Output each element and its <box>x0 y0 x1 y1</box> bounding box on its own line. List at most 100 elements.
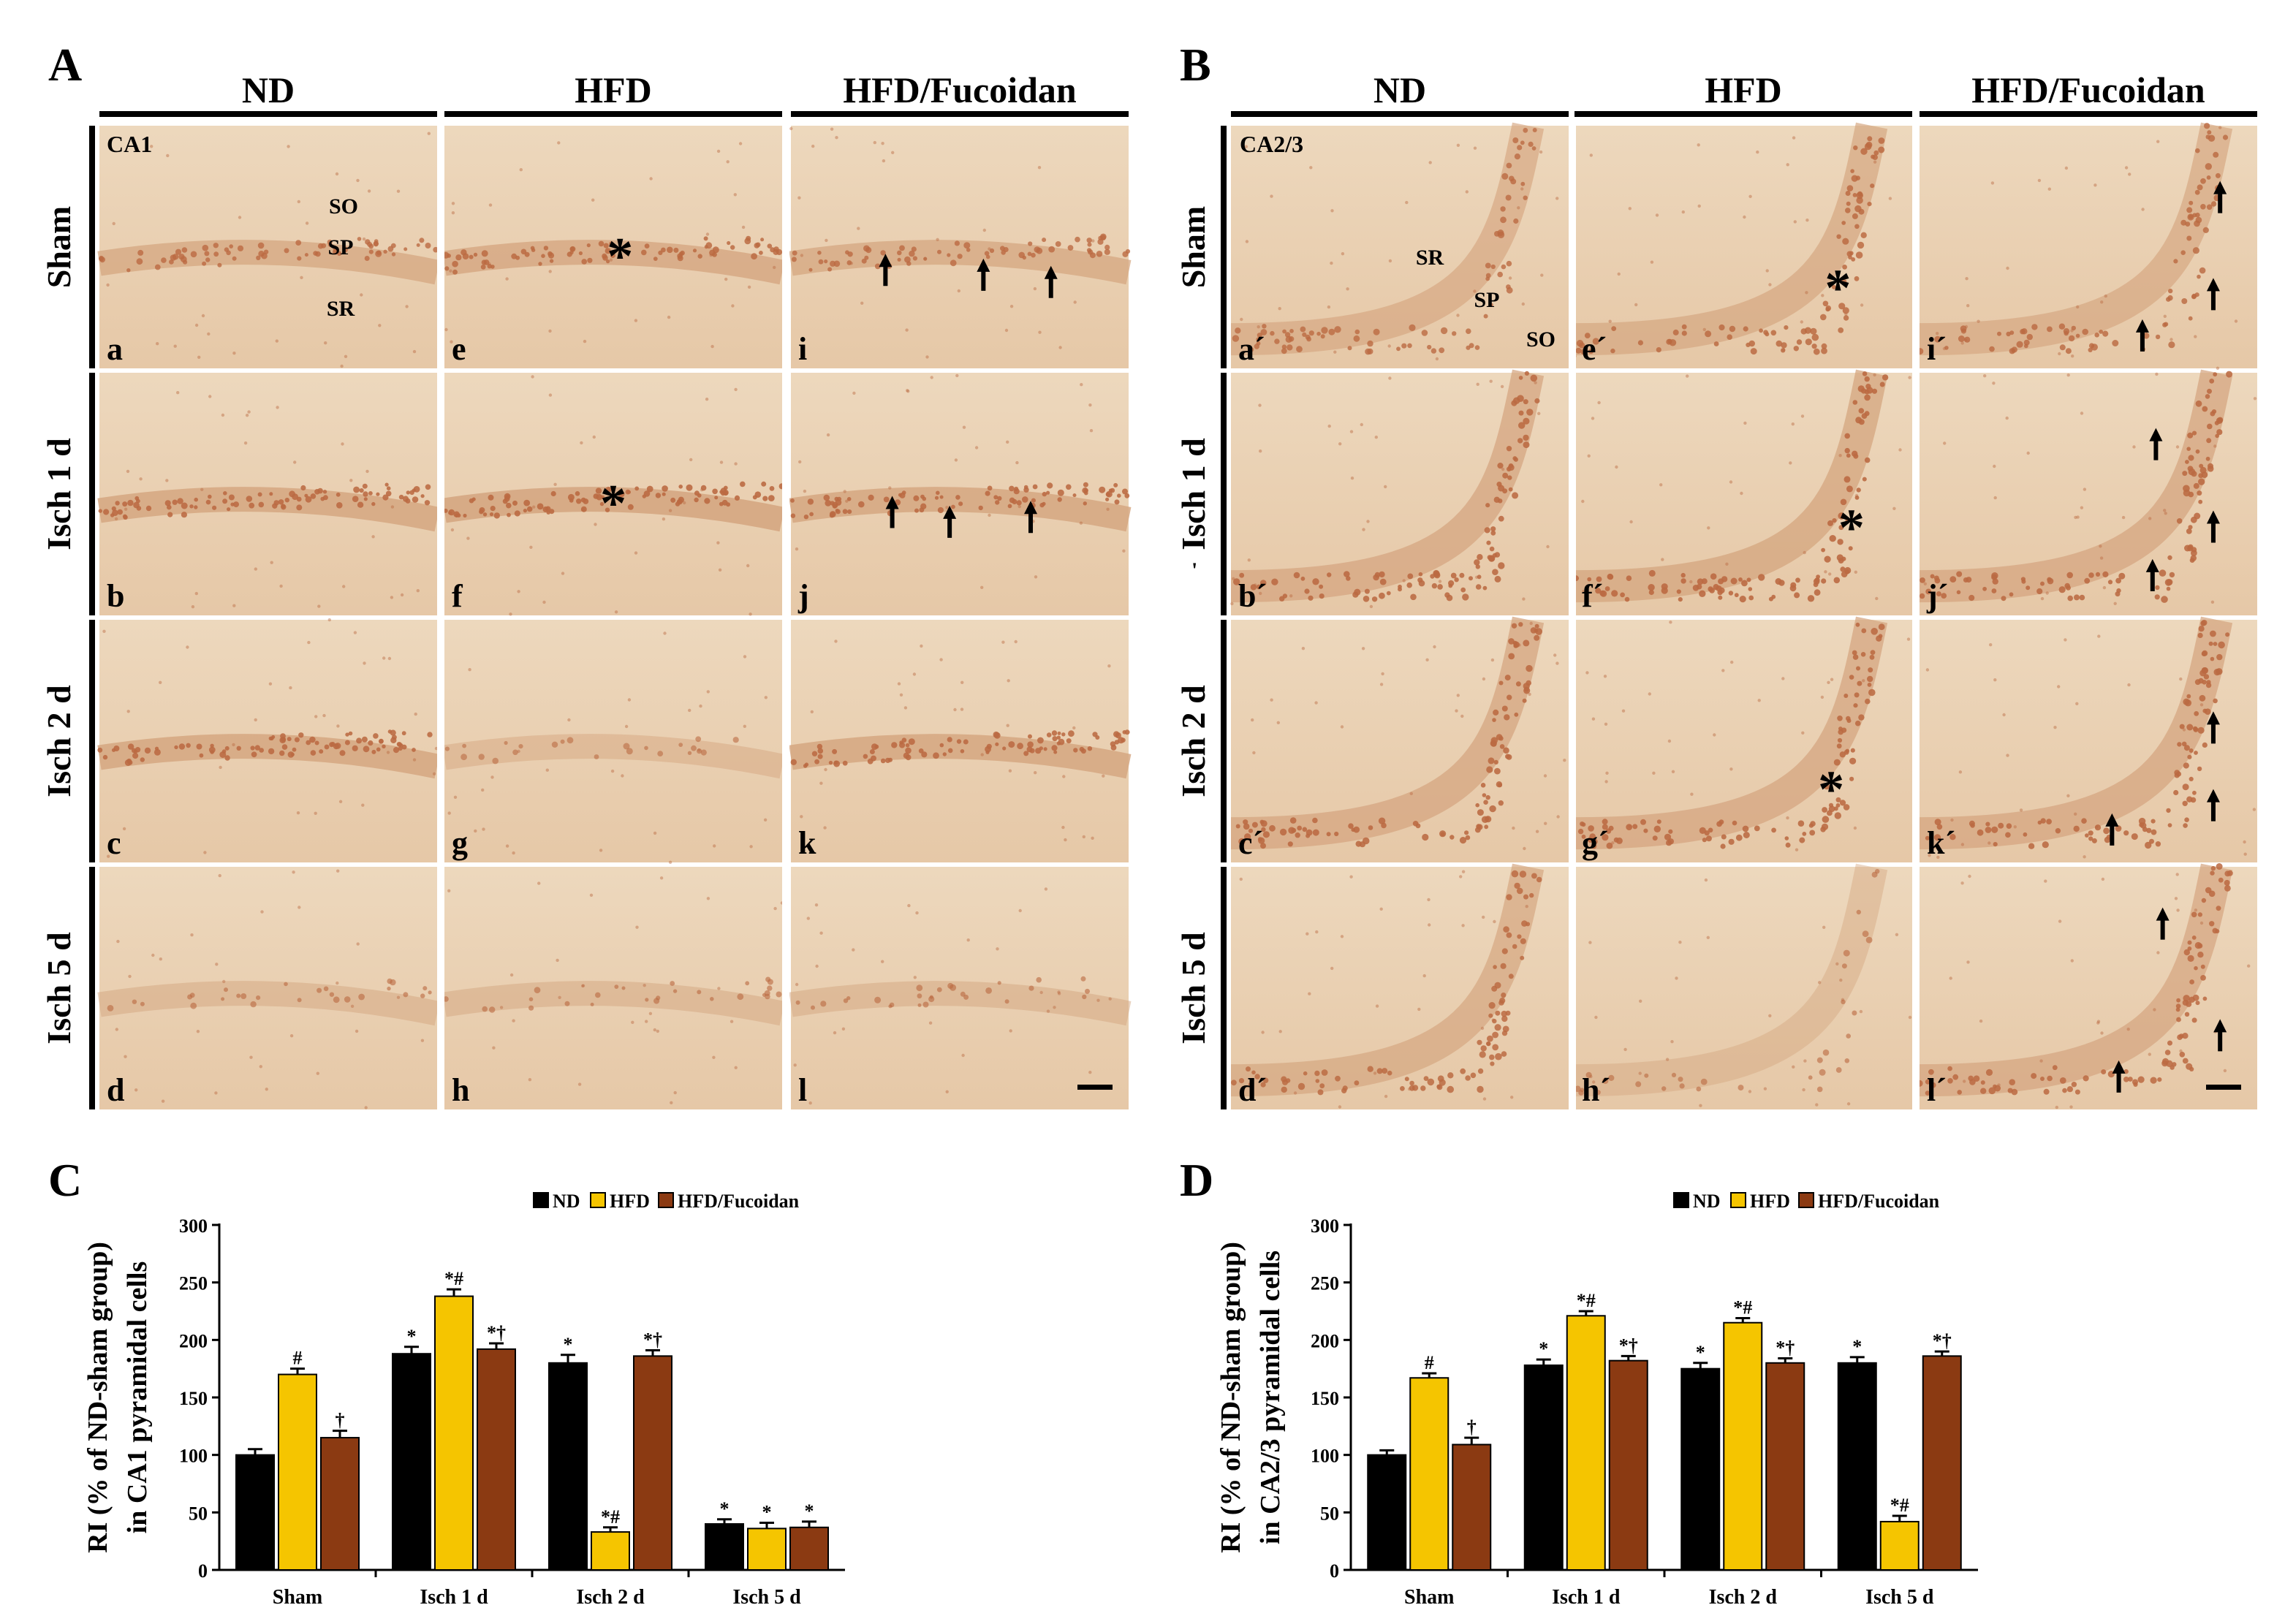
cell-nucleus <box>1262 1077 1269 1083</box>
cell-nucleus <box>451 211 455 215</box>
cell-nucleus <box>1088 403 1092 407</box>
cell-nucleus <box>2037 178 2042 183</box>
cell-nucleus <box>1361 647 1365 650</box>
cell-nucleus <box>1637 340 1643 346</box>
cell-nucleus <box>954 240 960 246</box>
bar-HFD <box>1723 1321 1763 1571</box>
cell-nucleus <box>140 1001 145 1006</box>
cell-nucleus <box>1846 718 1852 724</box>
cell-nucleus <box>199 753 204 758</box>
cell-nucleus <box>2179 1049 2183 1053</box>
cell-nucleus <box>1838 303 1846 310</box>
cell-nucleus <box>569 246 575 252</box>
cell-nucleus <box>1006 724 1009 727</box>
cell-nucleus <box>2001 596 2007 602</box>
cell-nucleus <box>1289 817 1297 824</box>
cell-nucleus <box>297 200 300 204</box>
cell-nucleus <box>1811 344 1817 349</box>
cell-nucleus <box>2155 585 2160 591</box>
cell-nucleus <box>224 247 230 252</box>
cell-nucleus <box>2175 445 2180 449</box>
cell-nucleus <box>170 254 177 261</box>
cell-nucleus <box>390 505 395 509</box>
cell-nucleus <box>1482 1097 1487 1101</box>
column-header: HFD <box>575 69 652 110</box>
legend-swatch <box>1730 1192 1746 1208</box>
cell-nucleus <box>1023 751 1029 756</box>
cell-nucleus <box>1661 583 1668 591</box>
cell-nucleus <box>2052 1065 2058 1071</box>
cell-nucleus <box>913 495 920 501</box>
cell-nucleus <box>905 747 912 754</box>
cell-nucleus <box>194 323 199 327</box>
cell-nucleus <box>1493 767 1501 775</box>
cell-nucleus <box>1447 1085 1454 1093</box>
cell-nucleus <box>1407 343 1412 349</box>
cell-nucleus <box>1854 496 1860 500</box>
cell-nucleus <box>643 984 646 987</box>
cell-nucleus <box>814 903 819 907</box>
cell-nucleus <box>422 986 428 991</box>
cell-nucleus <box>1363 596 1370 602</box>
cell-nucleus <box>2197 766 2202 772</box>
cell-nucleus <box>987 485 993 491</box>
cell-nucleus <box>1862 930 1869 938</box>
cell-nucleus <box>2058 586 2066 593</box>
cell-nucleus <box>798 460 802 464</box>
asterisk-marker: * <box>600 474 626 533</box>
cell-nucleus <box>1068 730 1075 737</box>
bar-ND <box>1367 1454 1407 1571</box>
cell-nucleus <box>1793 220 1797 224</box>
cell-nucleus <box>1720 843 1726 849</box>
cell-nucleus <box>1867 202 1872 207</box>
cell-nucleus <box>1781 677 1785 680</box>
cell-nucleus <box>1513 457 1518 462</box>
cell-nucleus <box>846 260 852 265</box>
cell-nucleus <box>1678 941 1682 944</box>
cell-nucleus <box>505 277 509 281</box>
cell-nucleus <box>730 245 735 250</box>
cell-nucleus <box>1653 825 1661 833</box>
cell-nucleus <box>1308 595 1314 601</box>
tile-letter: i´ <box>1927 331 1947 367</box>
cell-nucleus <box>1320 334 1325 339</box>
cell-nucleus <box>2166 1060 2173 1068</box>
cell-nucleus <box>2206 438 2212 444</box>
cell-nucleus <box>1500 206 1506 212</box>
cell-nucleus <box>1849 776 1854 781</box>
cell-nucleus <box>1058 738 1065 745</box>
cell-nucleus <box>1860 303 1864 307</box>
tile-letter: l´ <box>1927 1072 1947 1108</box>
cell-nucleus <box>985 750 990 754</box>
cell-nucleus <box>1106 507 1110 511</box>
cell-nucleus <box>1506 284 1511 289</box>
cell-nucleus <box>982 228 987 232</box>
cell-nucleus <box>1321 327 1328 334</box>
cell-nucleus <box>237 245 244 251</box>
panel-letter-C: C <box>48 1154 82 1206</box>
cell-nucleus <box>360 293 363 297</box>
cell-nucleus <box>1793 346 1799 352</box>
cell-nucleus <box>2088 836 2093 841</box>
cell-nucleus <box>2184 699 2192 707</box>
cell-nucleus <box>504 740 508 745</box>
cell-nucleus <box>1517 643 1521 647</box>
cell-nucleus <box>1344 571 1350 577</box>
cell-nucleus <box>420 993 425 998</box>
cell-nucleus <box>1456 694 1460 697</box>
cell-nucleus <box>1535 830 1539 833</box>
cell-nucleus <box>2055 1105 2058 1109</box>
cell-nucleus <box>482 512 488 517</box>
cell-nucleus <box>843 998 849 1003</box>
cell-nucleus <box>1373 328 1380 335</box>
cell-nucleus <box>1321 1069 1328 1076</box>
cell-nucleus <box>1124 729 1130 735</box>
cell-nucleus <box>1968 820 1975 827</box>
cell-nucleus <box>1704 878 1708 882</box>
cell-nucleus <box>1800 414 1805 418</box>
cell-nucleus <box>1729 325 1736 333</box>
cell-nucleus <box>1492 1044 1499 1051</box>
cell-nucleus <box>734 1066 738 1070</box>
cell-nucleus <box>2188 455 2194 461</box>
cell-nucleus <box>293 460 297 464</box>
